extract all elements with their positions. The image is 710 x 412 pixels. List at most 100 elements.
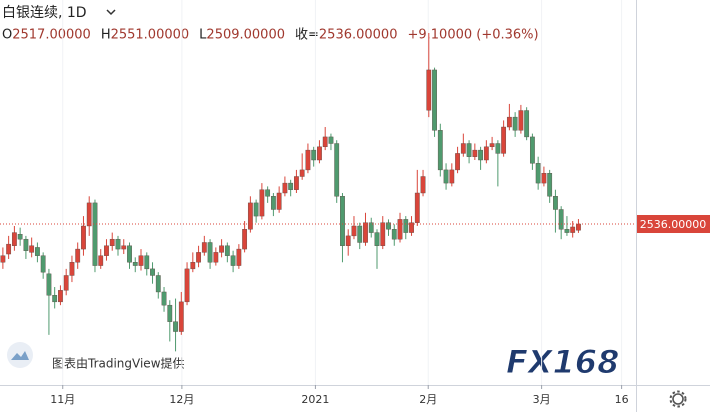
legend-value: 2536.00000 [319,28,398,43]
candle-body [265,189,271,197]
candle-body [460,143,466,154]
candle-body [357,225,363,243]
candle-body [253,202,259,217]
legend-label: H [101,28,111,43]
candle-body [391,229,397,240]
candle-body [541,173,547,184]
candle-body [11,232,17,246]
candle-body [535,163,541,184]
attribution-text[interactable]: 图表由TradingView提供 [52,356,185,371]
candle-body [69,262,75,276]
candle-body [512,116,518,131]
candle-body [219,245,224,253]
candle-body [224,245,230,256]
candle-body [437,130,443,171]
legend-label: L [199,28,207,43]
candle-body [115,238,121,250]
candle-body [207,242,213,263]
candle-body [340,196,345,246]
symbol-chevron[interactable] [106,9,116,16]
candle-body [299,169,305,177]
legend-change: +9.10000 (+0.36%) [407,28,538,43]
candle-body [104,245,109,256]
candle-body [52,295,58,303]
candle-body [322,136,328,148]
legend-value: 2509.00000 [206,28,285,43]
candle-body [518,110,524,131]
candle-body [150,268,155,276]
candle-body [420,176,426,194]
candle-body [351,225,357,237]
candle-body [92,202,98,266]
candle-body [178,301,184,332]
x-tick-label: 12月 [169,393,194,406]
candle-body [334,143,340,197]
candle-body [161,291,167,306]
x-tick-label: 11月 [50,393,75,406]
attribution-icon-shape [11,351,29,360]
candle-body [564,229,570,233]
candle-body [0,255,6,263]
candle-body [213,252,219,263]
ohlc-legend: O 2517.00000 H 2551.00000 L 2509.00000 收= 2536.… [2,28,539,43]
candle-body [276,192,282,210]
candle-body [397,219,403,240]
candle-body [58,290,63,303]
candle-body [414,192,420,223]
candle-body [173,321,178,332]
candle-body [35,247,40,256]
candle-body [6,243,12,255]
attribution: 图表由TradingView提供 [7,342,185,371]
candle-body [305,149,311,171]
symbol[interactable]: 白银连续, 1D [2,4,87,21]
x-tick-label: 2月 [419,393,437,406]
gear-ring[interactable] [672,393,684,405]
candle-body [132,262,138,266]
candle-body [443,169,449,184]
last-price-tag [637,215,710,234]
candle-body [570,226,576,233]
candle-body [483,146,489,161]
last-price-label: 2536.00000 [640,218,706,231]
candle-body [449,169,455,184]
candle-body [345,235,351,246]
candle-body [426,69,432,111]
attribution-icon [7,342,33,368]
candle-body [23,238,29,251]
candle-body [524,110,530,138]
candle-body [201,242,207,253]
candle-body [190,262,196,270]
candle-body [489,143,495,148]
legend-label: 收= [295,28,319,43]
candle-body [86,202,92,227]
legend-label: O [2,28,12,43]
candle-body [81,225,86,250]
candle-body [328,136,334,144]
candle-body [75,248,81,263]
settings-gear[interactable] [669,390,687,408]
candle-body [17,234,23,240]
legend-value: 2551.00000 [111,28,190,43]
candle-body [46,273,52,296]
candle-body [472,149,478,157]
candle-body [403,219,409,233]
candle-body [144,255,150,270]
candle-body [466,143,472,157]
candle-body [184,268,190,303]
candle-body [167,304,173,322]
candle-body [386,222,391,230]
candle-body [547,173,553,197]
x-tick-label: 16 [615,393,629,406]
candle-body [109,238,115,246]
candle-body [311,149,317,161]
candle-body [380,222,386,246]
candle-body [501,126,507,154]
candle-body [455,153,460,171]
gear-teeth[interactable] [669,390,687,408]
candle-body [495,143,501,154]
candle-body [63,275,69,291]
legend-value: 2517.00000 [12,28,91,43]
